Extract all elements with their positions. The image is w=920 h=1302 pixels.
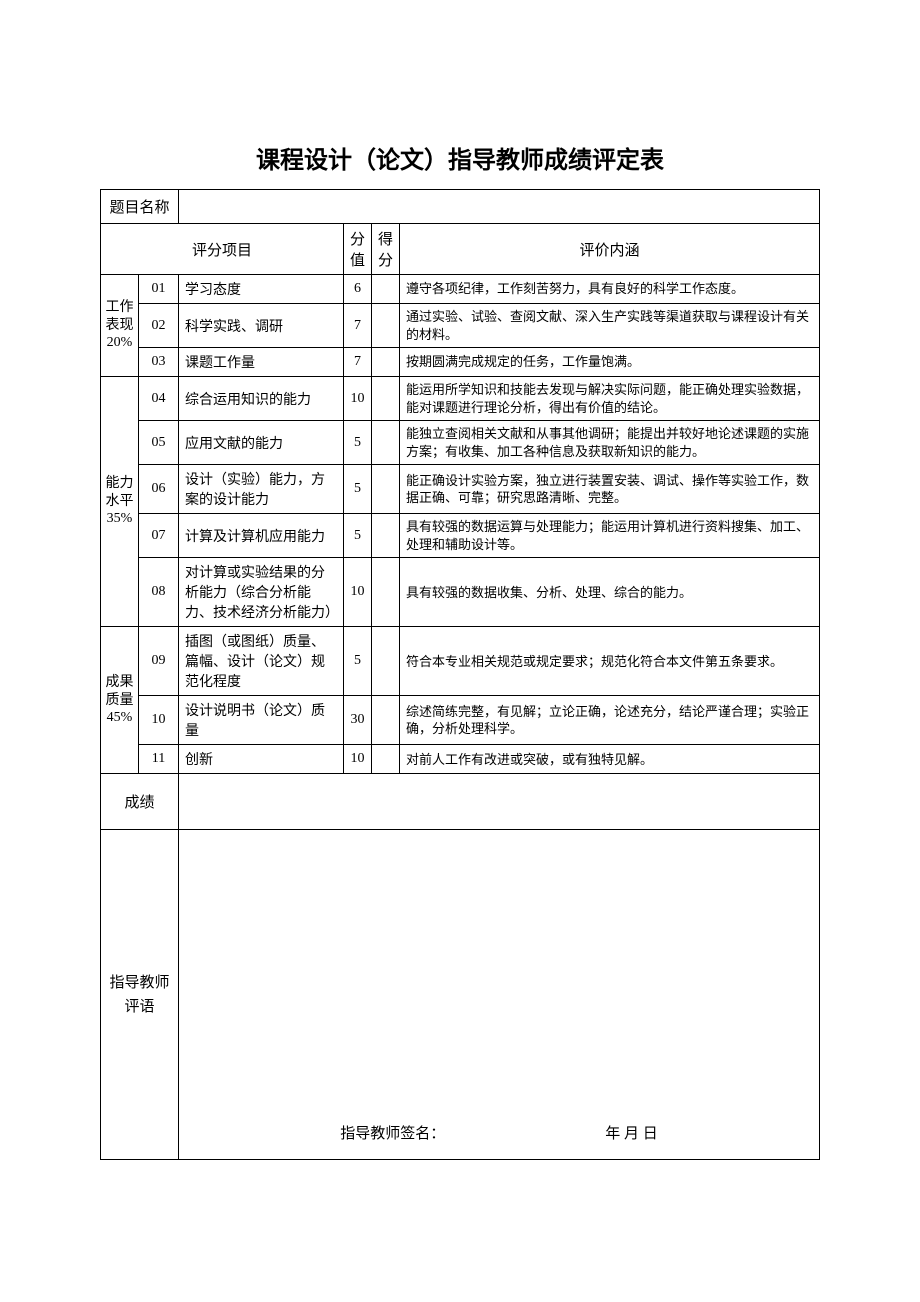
row-points: 6: [344, 275, 372, 304]
row-score: [372, 696, 400, 745]
row-desc: 对前人工作有改进或突破，或有独特见解。: [400, 745, 820, 774]
table-row: 02 科学实践、调研 7 通过实验、试验、查阅文献、深入生产实践等渠道获取与课程…: [101, 304, 820, 348]
row-points: 10: [344, 558, 372, 627]
row-num: 07: [139, 514, 179, 558]
table-row: 07 计算及计算机应用能力 5 具有较强的数据运算与处理能力；能运用计算机进行资…: [101, 514, 820, 558]
row-num: 01: [139, 275, 179, 304]
header-points: 分值: [344, 224, 372, 275]
table-row: 05 应用文献的能力 5 能独立查阅相关文献和从事其他调研；能提出并较好地论述课…: [101, 421, 820, 465]
row-item: 计算及计算机应用能力: [179, 514, 344, 558]
row-points: 5: [344, 465, 372, 514]
table-row: 03 课题工作量 7 按期圆满完成规定的任务，工作量饱满。: [101, 348, 820, 377]
row-score: [372, 465, 400, 514]
category-label: 能力水平35%: [101, 377, 139, 627]
comment-body: 指导教师签名： 年 月 日: [179, 830, 820, 1160]
row-desc: 具有较强的数据运算与处理能力；能运用计算机进行资料搜集、加工、处理和辅助设计等。: [400, 514, 820, 558]
category-label: 成果质量45%: [101, 627, 139, 774]
topic-value: [179, 190, 820, 224]
row-item: 课题工作量: [179, 348, 344, 377]
row-desc: 通过实验、试验、查阅文献、深入生产实践等渠道获取与课程设计有关的材料。: [400, 304, 820, 348]
header-item: 评分项目: [101, 224, 344, 275]
topic-label: 题目名称: [101, 190, 179, 224]
row-item: 综合运用知识的能力: [179, 377, 344, 421]
row-item: 设计说明书（论文）质量: [179, 696, 344, 745]
row-num: 06: [139, 465, 179, 514]
total-value: [179, 774, 820, 830]
page-title: 课程设计（论文）指导教师成绩评定表: [100, 140, 820, 175]
header-row: 评分项目 分值 得分 评价内涵: [101, 224, 820, 275]
row-score: [372, 745, 400, 774]
row-score: [372, 348, 400, 377]
table-row: 11 创新 10 对前人工作有改进或突破，或有独特见解。: [101, 745, 820, 774]
row-num: 03: [139, 348, 179, 377]
row-score: [372, 275, 400, 304]
signature-label: 指导教师签名：: [340, 1122, 445, 1143]
row-num: 04: [139, 377, 179, 421]
row-item: 应用文献的能力: [179, 421, 344, 465]
row-item: 学习态度: [179, 275, 344, 304]
row-score: [372, 558, 400, 627]
row-desc: 遵守各项纪律，工作刻苦努力，具有良好的科学工作态度。: [400, 275, 820, 304]
row-item: 创新: [179, 745, 344, 774]
row-score: [372, 514, 400, 558]
row-num: 02: [139, 304, 179, 348]
row-score: [372, 421, 400, 465]
row-desc: 能运用所学知识和技能去发现与解决实际问题，能正确处理实验数据，能对课题进行理论分…: [400, 377, 820, 421]
row-score: [372, 304, 400, 348]
table-row: 能力水平35% 04 综合运用知识的能力 10 能运用所学知识和技能去发现与解决…: [101, 377, 820, 421]
row-item: 对计算或实验结果的分析能力（综合分析能力、技术经济分析能力）: [179, 558, 344, 627]
topic-row: 题目名称: [101, 190, 820, 224]
signature-date: 年 月 日: [605, 1122, 658, 1143]
table-row: 10 设计说明书（论文）质量 30 综述简练完整，有见解；立论正确，论述充分，结…: [101, 696, 820, 745]
row-desc: 具有较强的数据收集、分析、处理、综合的能力。: [400, 558, 820, 627]
row-num: 10: [139, 696, 179, 745]
total-row: 成绩: [101, 774, 820, 830]
header-desc: 评价内涵: [400, 224, 820, 275]
row-points: 5: [344, 627, 372, 696]
table-row: 成果质量45% 09 插图（或图纸）质量、篇幅、设计（论文）规范化程度 5 符合…: [101, 627, 820, 696]
table-row: 06 设计（实验）能力，方案的设计能力 5 能正确设计实验方案，独立进行装置安装…: [101, 465, 820, 514]
row-num: 11: [139, 745, 179, 774]
row-points: 7: [344, 304, 372, 348]
table-row: 工作表现20% 01 学习态度 6 遵守各项纪律，工作刻苦努力，具有良好的科学工…: [101, 275, 820, 304]
row-points: 5: [344, 421, 372, 465]
row-item: 插图（或图纸）质量、篇幅、设计（论文）规范化程度: [179, 627, 344, 696]
comment-label: 指导教师评语: [101, 830, 179, 1160]
row-points: 5: [344, 514, 372, 558]
total-label: 成绩: [101, 774, 179, 830]
row-num: 09: [139, 627, 179, 696]
row-score: [372, 377, 400, 421]
row-item: 科学实践、调研: [179, 304, 344, 348]
row-num: 08: [139, 558, 179, 627]
table-row: 08 对计算或实验结果的分析能力（综合分析能力、技术经济分析能力） 10 具有较…: [101, 558, 820, 627]
evaluation-table: 题目名称 评分项目 分值 得分 评价内涵 工作表现20% 01 学习态度 6 遵…: [100, 189, 820, 1160]
category-label: 工作表现20%: [101, 275, 139, 377]
row-points: 7: [344, 348, 372, 377]
row-score: [372, 627, 400, 696]
row-desc: 综述简练完整，有见解；立论正确，论述充分，结论严谨合理；实验正确，分析处理科学。: [400, 696, 820, 745]
row-num: 05: [139, 421, 179, 465]
comment-row: 指导教师评语 指导教师签名： 年 月 日: [101, 830, 820, 1160]
row-desc: 按期圆满完成规定的任务，工作量饱满。: [400, 348, 820, 377]
row-points: 30: [344, 696, 372, 745]
row-desc: 符合本专业相关规范或规定要求；规范化符合本文件第五条要求。: [400, 627, 820, 696]
row-desc: 能独立查阅相关文献和从事其他调研；能提出并较好地论述课题的实施方案；有收集、加工…: [400, 421, 820, 465]
row-points: 10: [344, 745, 372, 774]
row-desc: 能正确设计实验方案，独立进行装置安装、调试、操作等实验工作，数据正确、可靠；研究…: [400, 465, 820, 514]
row-points: 10: [344, 377, 372, 421]
row-item: 设计（实验）能力，方案的设计能力: [179, 465, 344, 514]
header-score: 得分: [372, 224, 400, 275]
